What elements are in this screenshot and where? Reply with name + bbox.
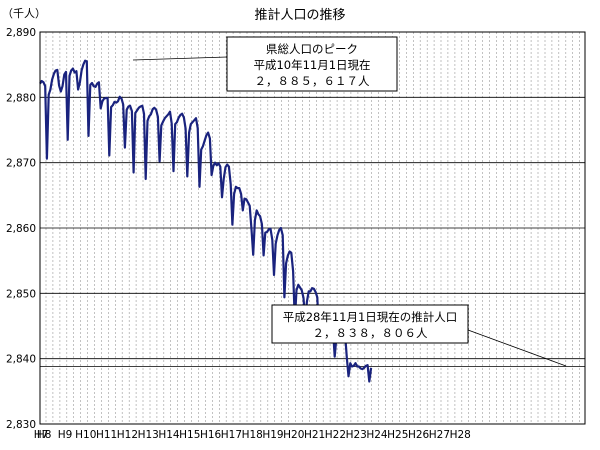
x-tick-label: H21 bbox=[304, 429, 325, 441]
x-tick-label: H17 bbox=[221, 429, 242, 441]
latest-annotation-text: 平成28年11月1日現在の推計人口 bbox=[283, 310, 458, 324]
x-tick-label: H16 bbox=[200, 429, 222, 441]
x-tick-label: H13 bbox=[138, 429, 159, 441]
x-tick-label: H22 bbox=[325, 429, 346, 441]
latest-annotation-text: ２，８３８，８０６人 bbox=[313, 326, 428, 340]
y-tick-label: 2,880 bbox=[6, 92, 36, 104]
x-tick-label: H9 bbox=[58, 429, 73, 441]
x-tick-label: H27 bbox=[429, 429, 450, 441]
x-tick-label: H20 bbox=[283, 429, 304, 441]
x-axis-start-label: H7 bbox=[34, 429, 49, 441]
y-tick-label: 2,860 bbox=[6, 223, 36, 235]
x-tick-label: H23 bbox=[346, 429, 367, 441]
x-tick-label: H15 bbox=[179, 429, 200, 441]
y-tick-label: 2,840 bbox=[6, 354, 36, 366]
y-tick-label: 2,830 bbox=[6, 419, 36, 431]
x-tick-label: H19 bbox=[262, 429, 283, 441]
y-axis-unit-label: （千人） bbox=[2, 7, 46, 20]
peak-annotation-box bbox=[226, 36, 398, 92]
x-tick-label: H28 bbox=[450, 429, 471, 441]
population-series-line bbox=[39, 59, 373, 383]
peak-annotation-text: 県総人口のピーク bbox=[266, 42, 358, 56]
y-axis-tick-labels: 2,830 2,840 2,850 2,860 2,870 2,880 2,890 bbox=[6, 27, 36, 431]
chart-title: 推計人口の推移 bbox=[254, 7, 345, 23]
x-tick-label: H18 bbox=[242, 429, 263, 441]
peak-annotation-text: ２，８８５，６１７人 bbox=[255, 74, 370, 88]
x-tick-label: H10 bbox=[75, 429, 96, 441]
peak-annotation-text: 平成10年11月1日現在 bbox=[253, 58, 370, 72]
peak-annotation-leader-line bbox=[132, 56, 228, 61]
latest-annotation-box bbox=[271, 304, 469, 344]
y-tick-label: 2,890 bbox=[6, 27, 36, 39]
x-tick-label: H8 bbox=[37, 429, 52, 441]
y-tick-label: 2,850 bbox=[6, 288, 36, 300]
x-tick-label: H24 bbox=[366, 429, 388, 441]
plot-frame bbox=[39, 31, 586, 425]
major-grid bbox=[40, 96, 585, 367]
x-tick-label: H12 bbox=[117, 429, 138, 441]
x-tick-label: H11 bbox=[96, 429, 117, 441]
x-tick-label: H26 bbox=[408, 429, 430, 441]
x-tick-label: H25 bbox=[387, 429, 408, 441]
latest-annotation-leader-line bbox=[467, 329, 567, 367]
x-tick-label: H14 bbox=[158, 429, 180, 441]
y-tick-label: 2,870 bbox=[6, 158, 36, 170]
